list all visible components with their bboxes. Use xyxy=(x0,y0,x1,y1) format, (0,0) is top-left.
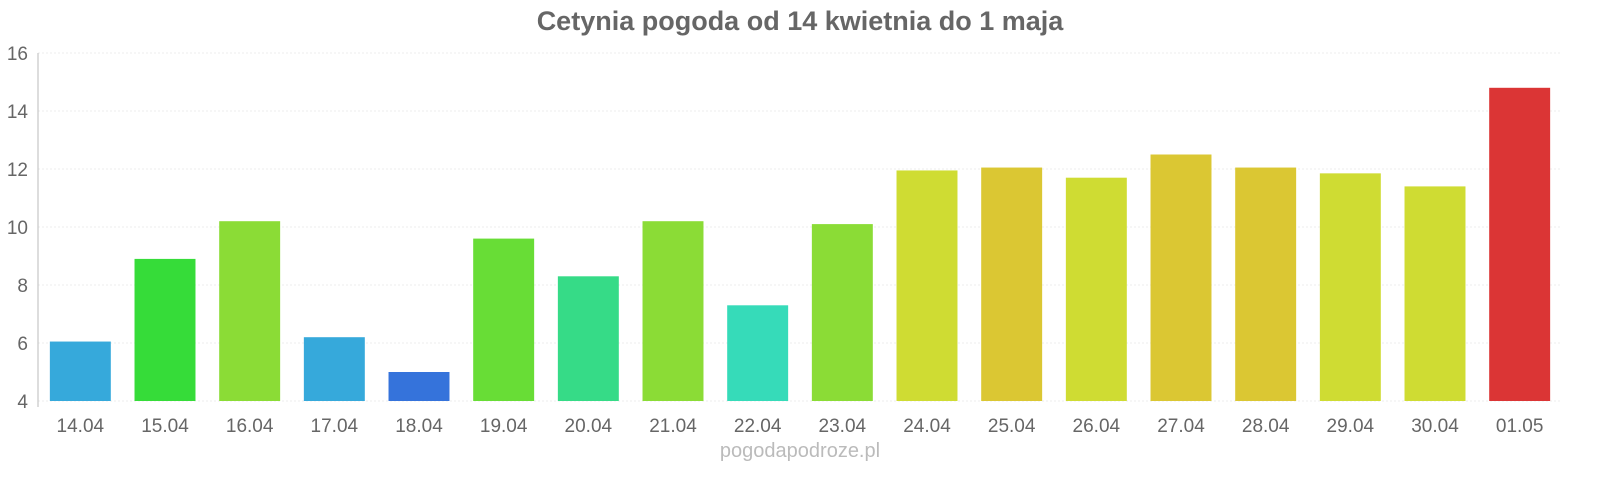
x-tick-label: 19.04 xyxy=(480,416,528,437)
x-tick-label: 30.04 xyxy=(1411,416,1459,437)
y-tick-label: 6 xyxy=(17,334,28,355)
bar-15.04 xyxy=(134,258,196,401)
x-tick-label: 20.04 xyxy=(565,416,613,437)
bar-27.04 xyxy=(1150,154,1212,401)
bar-18.04 xyxy=(388,372,450,401)
x-tick-label: 27.04 xyxy=(1157,416,1205,437)
bar-29.04 xyxy=(1319,173,1381,401)
x-tick-label: 23.04 xyxy=(819,416,867,437)
chart-title: Cetynia pogoda od 14 kwietnia do 1 maja xyxy=(536,6,1064,36)
bar-17.04 xyxy=(303,337,365,401)
x-tick-label: 28.04 xyxy=(1242,416,1290,437)
x-tick-label: 18.04 xyxy=(395,416,443,437)
bar-14.04 xyxy=(49,341,111,401)
x-tick-label: 17.04 xyxy=(311,416,359,437)
x-tick-label: 21.04 xyxy=(649,416,697,437)
y-tick-label: 12 xyxy=(7,160,28,181)
bar-24.04 xyxy=(896,170,958,401)
bar-30.04 xyxy=(1404,186,1466,401)
y-tick-label: 14 xyxy=(7,102,29,123)
bar-25.04 xyxy=(981,167,1043,401)
bar-22.04 xyxy=(727,305,789,401)
bar-20.04 xyxy=(557,276,619,401)
bar-28.04 xyxy=(1235,167,1297,401)
x-tick-label: 29.04 xyxy=(1327,416,1375,437)
bar-19.04 xyxy=(473,238,535,401)
x-tick-label: 22.04 xyxy=(734,416,782,437)
y-tick-label: 10 xyxy=(7,218,28,239)
watermark: pogodapodroze.pl xyxy=(719,440,881,462)
x-tick-label: 24.04 xyxy=(903,416,951,437)
x-tick-label: 16.04 xyxy=(226,416,274,437)
bar-23.04 xyxy=(811,224,873,401)
bar-01.05 xyxy=(1489,87,1551,402)
x-tick-label: 15.04 xyxy=(141,416,189,437)
x-tick-label: 14.04 xyxy=(57,416,105,437)
x-tick-label: 01.05 xyxy=(1496,416,1544,437)
x-tick-label: 26.04 xyxy=(1073,416,1121,437)
y-tick-label: 16 xyxy=(7,44,28,65)
bar-21.04 xyxy=(642,221,704,401)
y-tick-label: 4 xyxy=(17,392,28,413)
y-tick-label: 8 xyxy=(17,276,28,297)
bar-26.04 xyxy=(1065,177,1127,401)
x-tick-label: 25.04 xyxy=(988,416,1036,437)
bar-16.04 xyxy=(219,221,281,401)
